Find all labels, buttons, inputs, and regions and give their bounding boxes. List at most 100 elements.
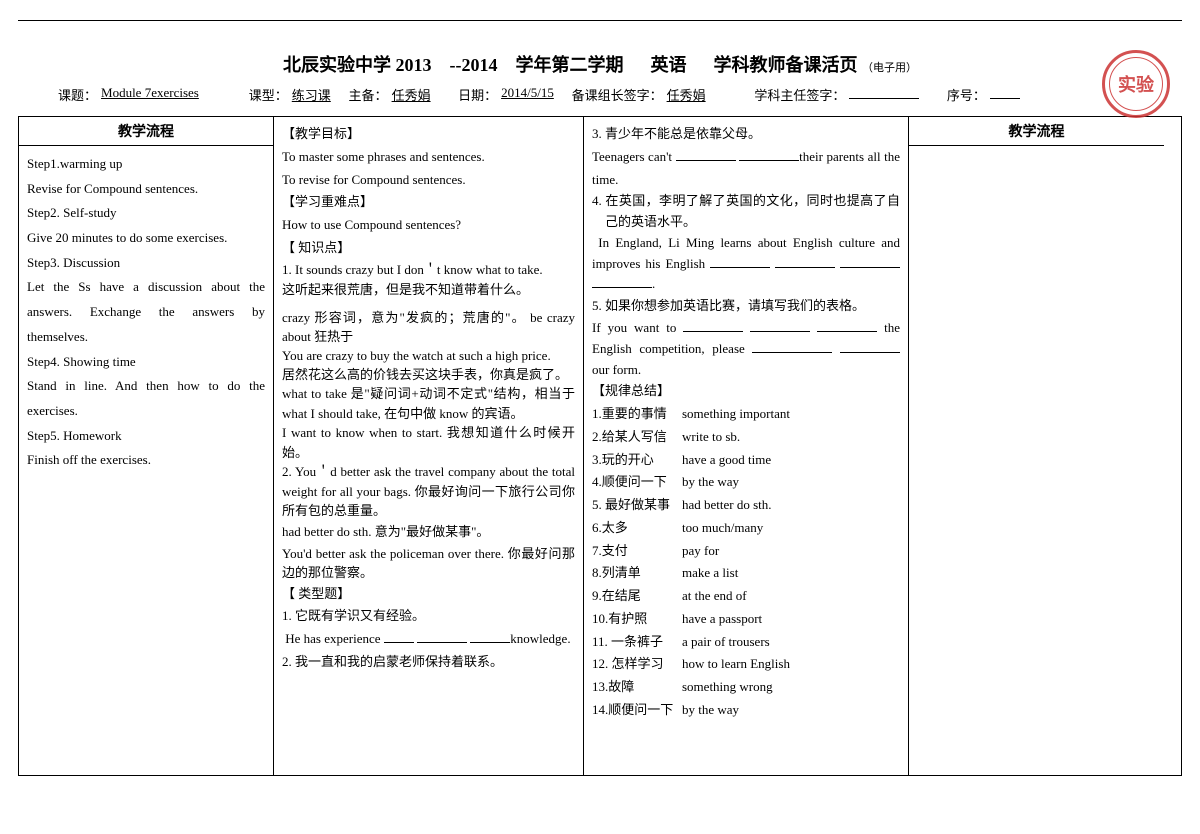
t2: 2. 我一直和我的启蒙老师保持着联系。 (282, 651, 575, 674)
t5-blank4 (752, 341, 832, 353)
phrase-zh: 5. 最好做某事 (592, 494, 682, 517)
top-rule (18, 20, 1182, 21)
k2b: had better do sth. 意为"最好做某事"。 (282, 521, 575, 544)
phrase-zh: 10.有护照 (592, 608, 682, 631)
column-1: 教学流程 Step1.warming up Revise for Compoun… (19, 117, 274, 775)
t3: 3. 青少年不能总是依靠父母。 (592, 123, 900, 146)
t5: 5. 如果你想参加英语比赛，请填写我们的表格。 (592, 295, 900, 318)
t3e: Teenagers can't their parents all the ti… (592, 146, 900, 192)
k1a: 1. It sounds crazy but I don＇t know what… (282, 260, 575, 280)
h-type: 【 类型题】 (282, 583, 575, 606)
col2-body: 【教学目标】 To master some phrases and senten… (274, 117, 583, 680)
phrase-row: 7.支付pay for (592, 540, 900, 563)
phrase-zh: 3.玩的开心 (592, 449, 682, 472)
phrase-en: write to sb. (682, 426, 740, 449)
title-school: 北辰实验中学 2013 (283, 55, 432, 75)
t1e-a: He has experience (285, 631, 384, 646)
step5-body: Finish off the exercises. (27, 448, 265, 473)
phrase-en: by the way (682, 699, 739, 722)
phrase-en: at the end of (682, 585, 747, 608)
phrase-zh: 13.故障 (592, 676, 682, 699)
type-value: 练习课 (292, 85, 331, 104)
t5-blank2 (750, 320, 810, 332)
phrase-row: 5. 最好做某事had better do sth. (592, 494, 900, 517)
phrase-zh: 4.顺便问一下 (592, 471, 682, 494)
t1e-b: knowledge. (510, 631, 570, 646)
phrase-zh: 6.太多 (592, 517, 682, 540)
step1-body: Revise for Compound sentences. (27, 177, 265, 202)
title-year: --2014 (450, 55, 498, 75)
k1e: 居然花这么高的价钱去买这块手表，你真是疯了。 (282, 365, 575, 385)
phrase-row: 6.太多too much/many (592, 517, 900, 540)
content-grid: 教学流程 Step1.warming up Revise for Compoun… (18, 116, 1182, 776)
phrase-zh: 14.顺便问一下 (592, 699, 682, 722)
author-value: 任秀娟 (392, 85, 431, 104)
phrase-en: have a passport (682, 608, 762, 631)
t5-blank5 (840, 341, 900, 353)
step4-body: Stand in line. And then how to do the ex… (27, 374, 265, 423)
phrase-row: 10.有护照have a passport (592, 608, 900, 631)
leader-label: 备课组长签字： (572, 85, 663, 104)
phrase-row: 8.列清单make a list (592, 562, 900, 585)
goal-2: To revise for Compound sentences. (282, 169, 575, 192)
phrase-row: 12. 怎样学习how to learn English (592, 653, 900, 676)
title-doc: 学科教师备课活页 (714, 55, 858, 75)
k1c: crazy 形容词，意为"发疯的；荒唐的"。 be crazy about 狂热… (282, 308, 575, 347)
k1b: 这听起来很荒唐，但是我不知道带着什么。 (282, 279, 575, 302)
t1: 1. 它既有学识又有经验。 (282, 605, 575, 628)
phrase-row: 4.顺便问一下by the way (592, 471, 900, 494)
phrase-en: too much/many (682, 517, 763, 540)
title-semester: 学年第二学期 (516, 55, 624, 75)
phrase-zh: 9.在结尾 (592, 585, 682, 608)
phrase-row: 3.玩的开心have a good time (592, 449, 900, 472)
t4-blank4 (592, 276, 652, 288)
phrase-zh: 2.给某人写信 (592, 426, 682, 449)
title-sub: （电子用） (862, 62, 917, 74)
phrase-en: make a list (682, 562, 738, 585)
phrase-en: how to learn English (682, 653, 790, 676)
seq-blank (990, 85, 1020, 99)
step2-title: Step2. Self-study (27, 201, 265, 226)
column-3: 3. 青少年不能总是依靠父母。 Teenagers can't their pa… (584, 117, 909, 775)
phrase-en: a pair of trousers (682, 631, 770, 654)
k1f: what to take 是"疑问词+动词不定式"结构，相当于 what I s… (282, 384, 575, 423)
t4-blank1 (710, 256, 770, 268)
t3-blank1 (676, 149, 736, 161)
step2-body: Give 20 minutes to do some exercises. (27, 226, 265, 251)
t3e-a: Teenagers can't (592, 149, 676, 164)
date-label: 日期： (458, 85, 497, 104)
author-label: 主备： (349, 85, 388, 104)
t4-blank2 (775, 256, 835, 268)
phrase-zh: 11. 一条裤子 (592, 631, 682, 654)
phrase-zh: 8.列清单 (592, 562, 682, 585)
t1e: He has experience knowledge. (282, 628, 575, 651)
head-blank (849, 85, 919, 99)
phrase-en: have a good time (682, 449, 771, 472)
column-2: 【教学目标】 To master some phrases and senten… (274, 117, 584, 775)
stamp-text: 实验 (1109, 57, 1163, 111)
topic-value: Module 7exercises (101, 85, 231, 104)
type-label: 课型： (249, 85, 288, 104)
school-stamp: 实验 (1102, 50, 1170, 118)
k2a: 2. You＇d better ask the travel company a… (282, 462, 575, 521)
h-goal: 【教学目标】 (282, 123, 575, 146)
diff-1: How to use Compound sentences? (282, 214, 575, 237)
t5-blank3 (817, 320, 877, 332)
col1-body: Step1.warming up Revise for Compound sen… (19, 146, 273, 479)
h-know: 【 知识点】 (282, 237, 575, 260)
h-diff: 【学习重难点】 (282, 191, 575, 214)
t4-blank3 (840, 256, 900, 268)
title-subject: 英语 (651, 55, 687, 75)
t5e-c: our form. (592, 362, 641, 377)
phrase-en: something wrong (682, 676, 773, 699)
step3-title: Step3. Discussion (27, 251, 265, 276)
phrase-en: pay for (682, 540, 719, 563)
head-label: 学科主任签字： (754, 85, 845, 104)
phrase-zh: 1.重要的事情 (592, 403, 682, 426)
topic-label: 课题： (58, 85, 97, 104)
phrase-row: 14.顺便问一下by the way (592, 699, 900, 722)
phrase-row: 13.故障something wrong (592, 676, 900, 699)
k2c: You'd better ask the policeman over ther… (282, 544, 575, 583)
col1-header: 教学流程 (19, 117, 273, 146)
goal-1: To master some phrases and sentences. (282, 146, 575, 169)
